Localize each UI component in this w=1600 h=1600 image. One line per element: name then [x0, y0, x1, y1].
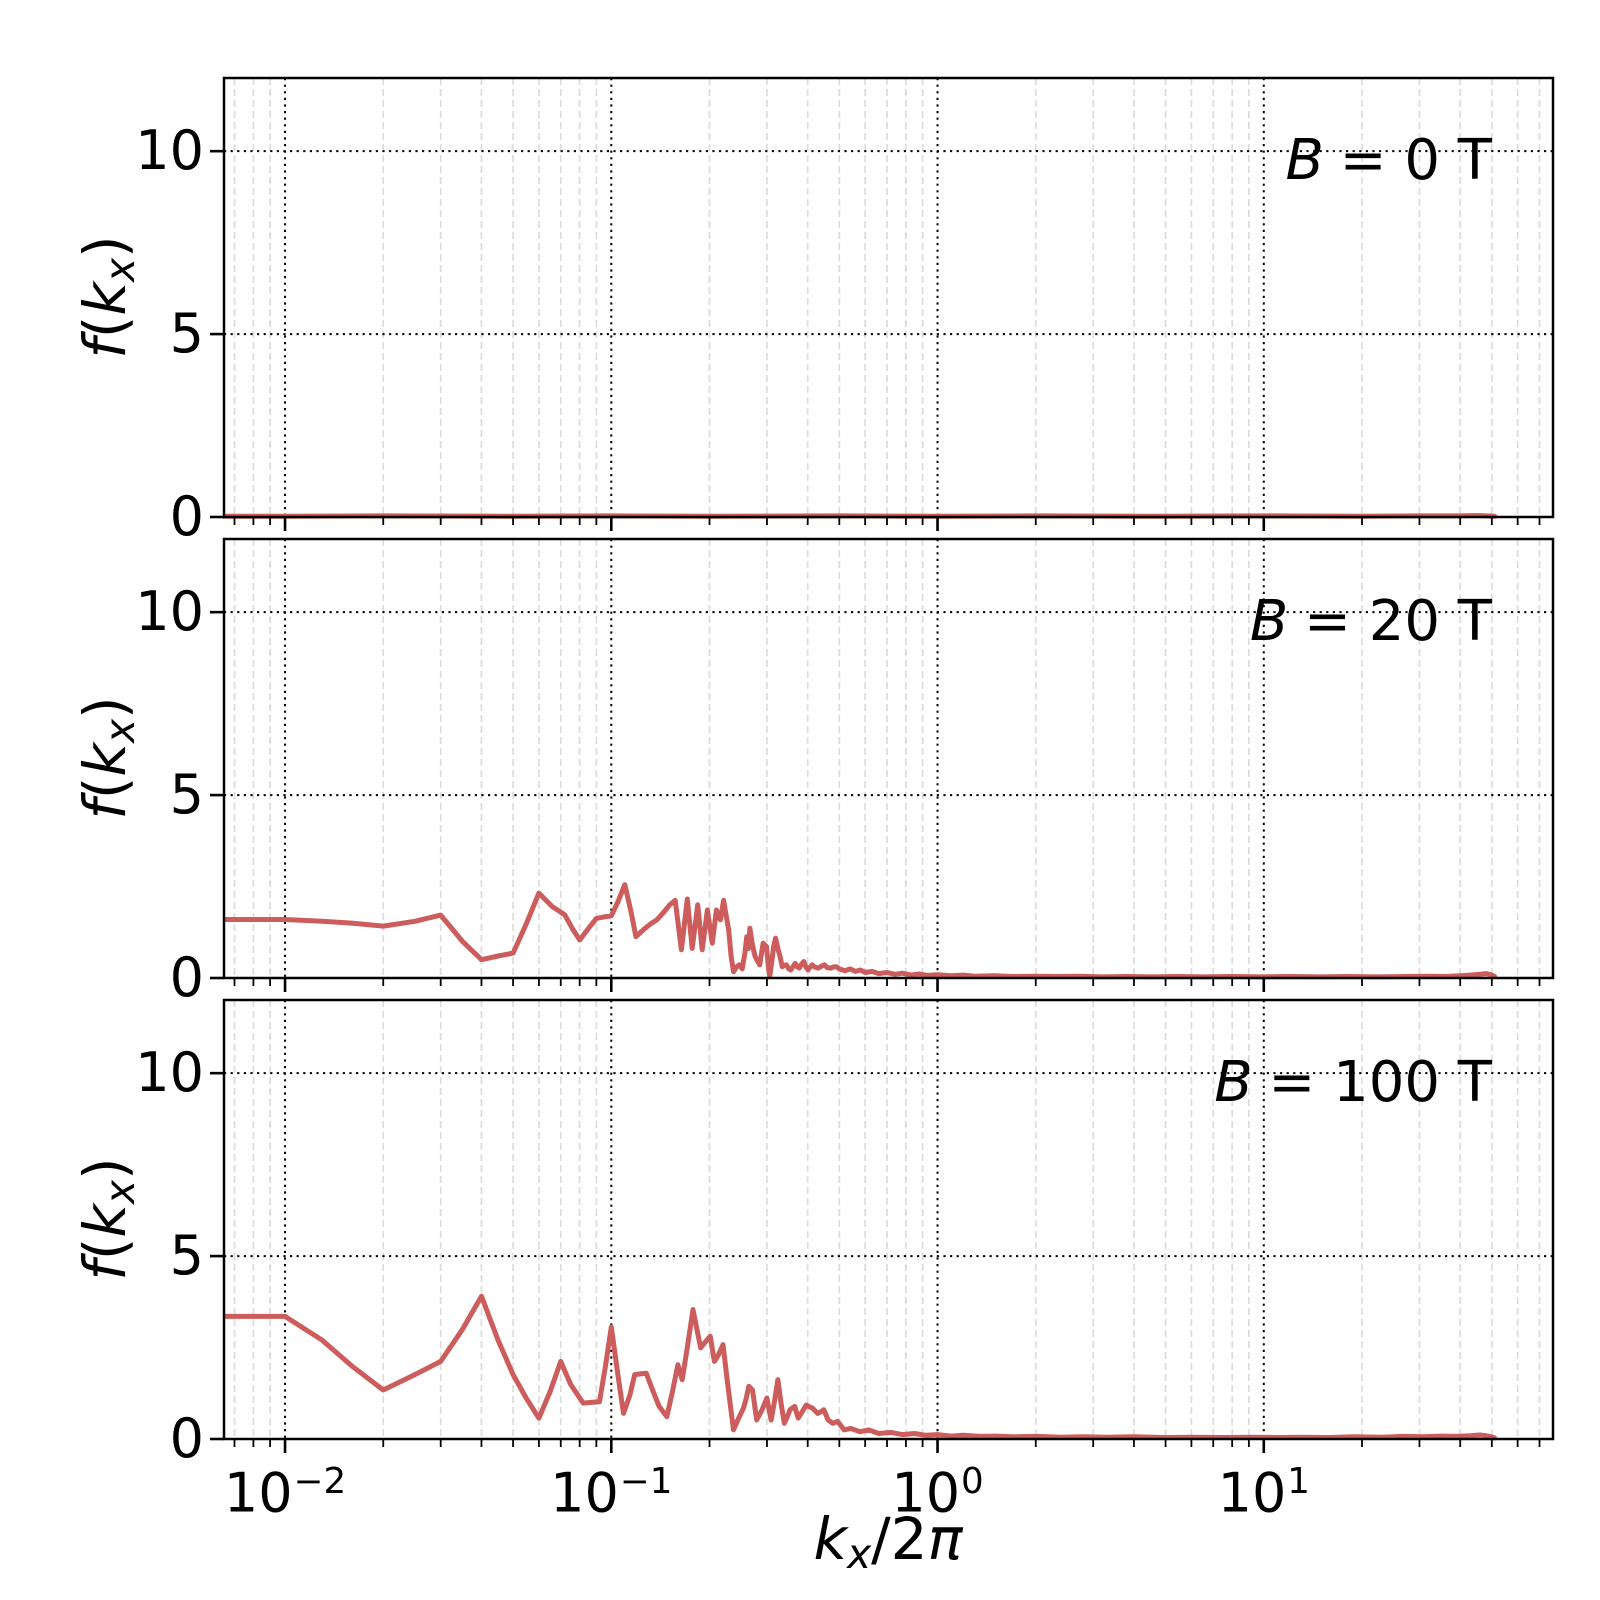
- ylabel-sub-x: x: [95, 1179, 144, 1204]
- ylabel-sub-x: x: [95, 718, 144, 743]
- panel-3: [210, 998, 1555, 1453]
- x-tick-label-10e−2: 10−2: [223, 1461, 347, 1525]
- panel-label-value: = 0 T: [1339, 128, 1492, 193]
- x-tick-label-10e−1: 10−1: [550, 1461, 673, 1525]
- data-line-2: [223, 882, 1498, 980]
- xlabel-sub-x: x: [847, 1529, 872, 1578]
- x-axis-label: kx/2π: [814, 1504, 963, 1589]
- xlabel-slash-2: /2: [871, 1505, 928, 1573]
- y-tick-label-10: 10: [135, 1041, 204, 1105]
- y-tick-label-5: 5: [169, 1224, 204, 1288]
- xlabel-pi: π: [927, 1505, 963, 1573]
- y-tick-label-5: 5: [169, 302, 204, 366]
- axes-frame: [222, 998, 1555, 1441]
- panel-label-var: B: [1214, 1050, 1253, 1115]
- x-tick-label-10e0: 100: [891, 1461, 984, 1525]
- x-tick-label-10e1: 101: [1217, 1461, 1310, 1525]
- panel-1: [210, 76, 1555, 531]
- panel-label-b-20t: B = 20 T: [1250, 590, 1492, 654]
- ylabel-close-paren: ): [71, 235, 139, 258]
- panel-label-var: B: [1285, 128, 1324, 193]
- xlabel-k: k: [813, 1505, 848, 1573]
- ylabel-sub-x: x: [95, 257, 144, 282]
- y-tick-label-0: 0: [169, 485, 204, 548]
- axes-frame: [222, 537, 1555, 980]
- data-line-3: [223, 1293, 1498, 1441]
- y-tick-label-0: 0: [169, 1407, 204, 1470]
- panel-label-value: = 20 T: [1304, 589, 1492, 654]
- panel-label-b-100t: B = 100 T: [1214, 1051, 1492, 1115]
- panel-label-value: = 100 T: [1268, 1050, 1492, 1115]
- ylabel-close-paren: ): [71, 1157, 139, 1180]
- y-tick-label-10: 10: [135, 580, 204, 644]
- y-tick-label-5: 5: [169, 763, 204, 827]
- axes-frame: [222, 76, 1555, 519]
- panel-label-var: B: [1249, 589, 1289, 654]
- ylabel-close-paren: ): [71, 696, 139, 719]
- y-tick-label-10: 10: [135, 119, 204, 183]
- panel-label-b-0t: B = 0 T: [1286, 129, 1492, 193]
- panel-2: [210, 537, 1555, 992]
- y-tick-label-0: 0: [169, 946, 204, 1009]
